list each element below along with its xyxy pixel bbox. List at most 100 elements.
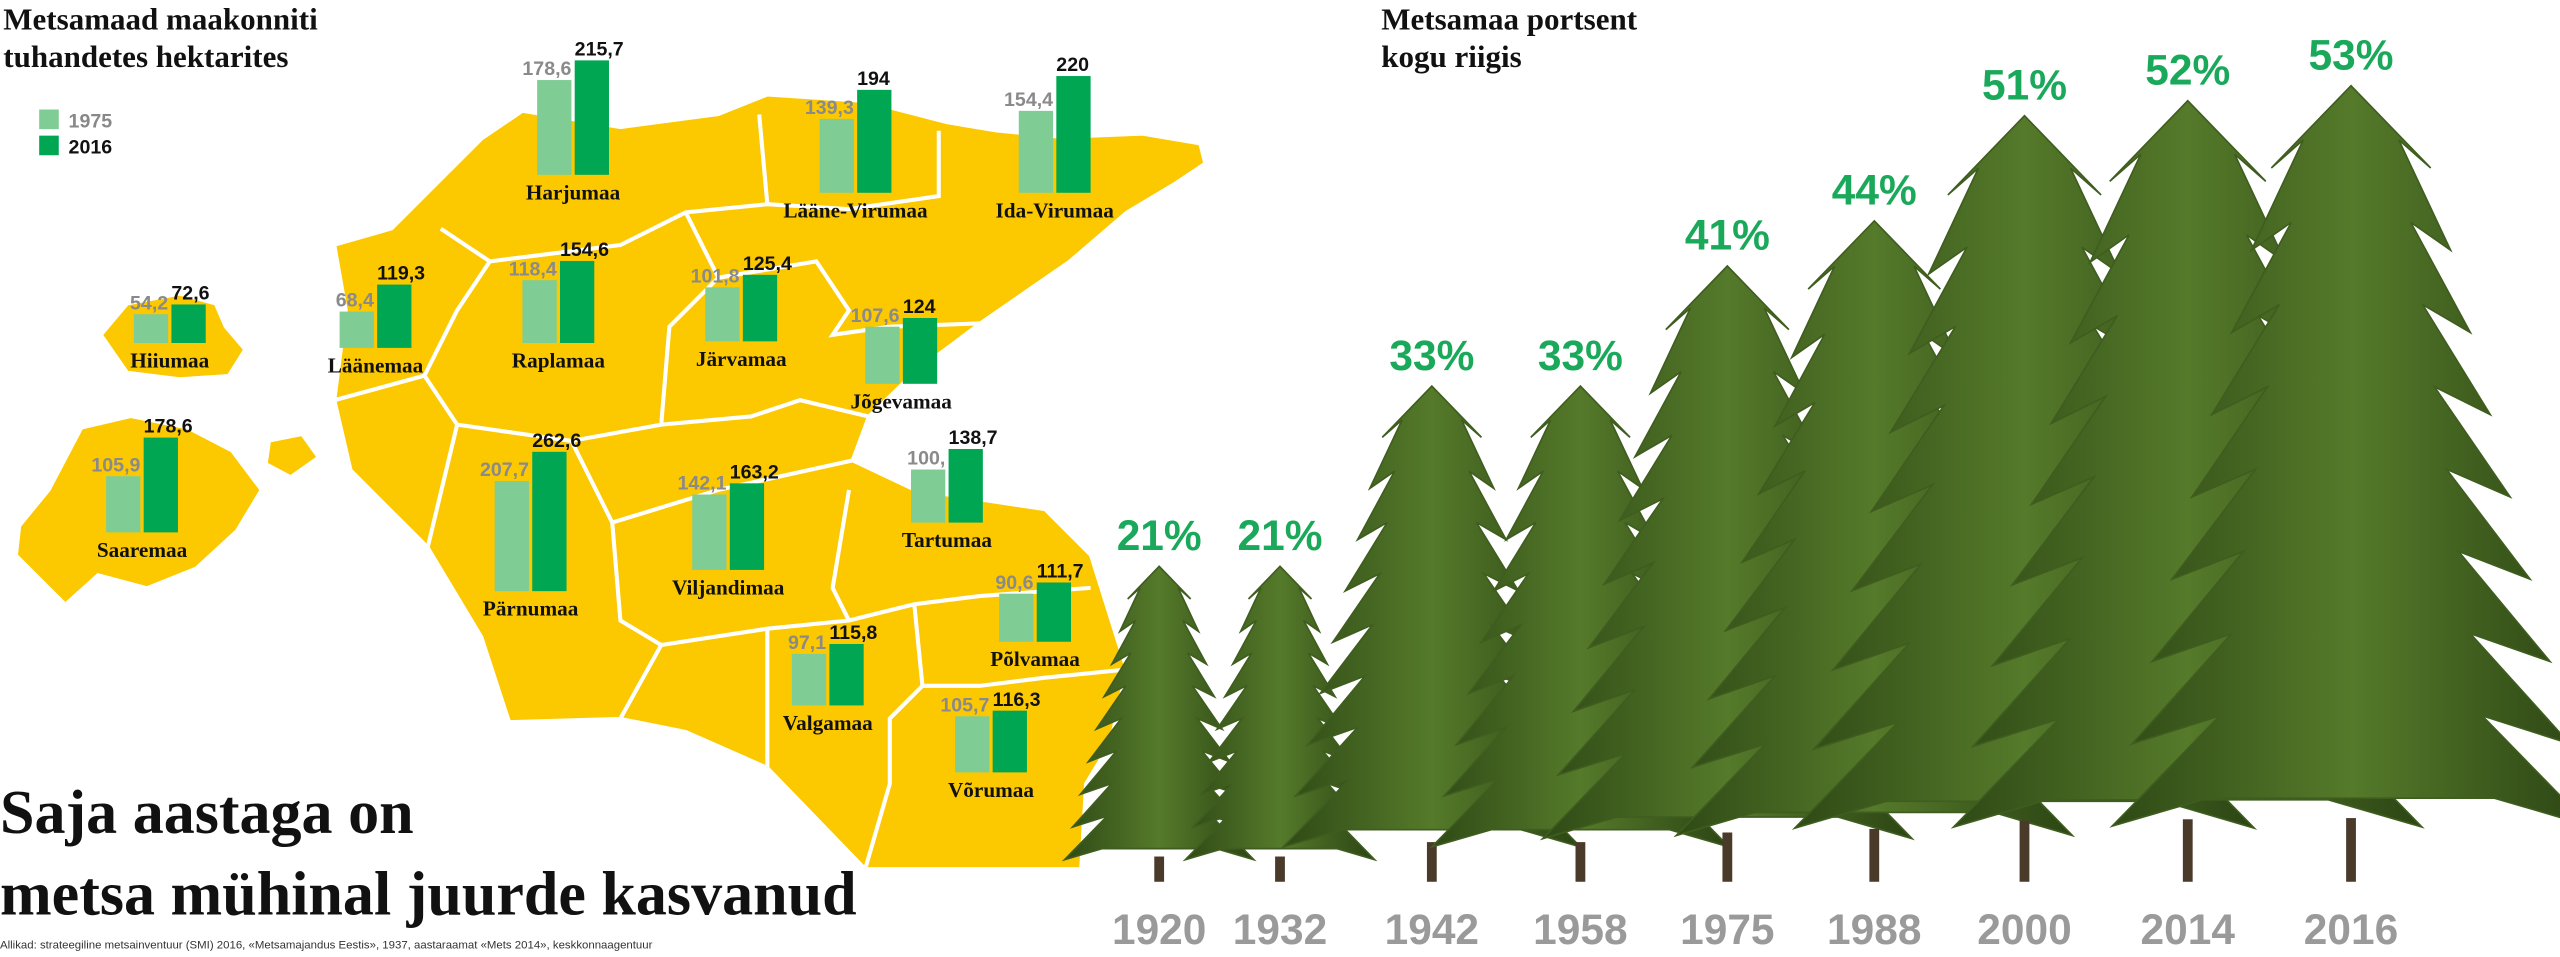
tree-trunk	[1722, 832, 1733, 882]
tree	[1061, 565, 1257, 862]
value-label: 105,9	[91, 454, 140, 476]
tree-trunk	[2346, 818, 2356, 882]
value-label: 139,3	[805, 97, 854, 119]
value-label: 101,8	[691, 265, 740, 287]
year-label: 2016	[2304, 906, 2398, 953]
percent-label: 51%	[1982, 61, 2067, 108]
percent-label: 53%	[2309, 31, 2394, 78]
tree-trunk	[1869, 828, 1880, 882]
value-label: 215,7	[575, 38, 624, 60]
bar	[742, 274, 778, 342]
value-label: 97,1	[788, 632, 826, 654]
bar	[1056, 76, 1091, 193]
year-label: 1920	[1112, 906, 1206, 953]
bar	[574, 60, 609, 175]
bar	[339, 311, 374, 348]
county-label: Ida-Virumaa	[996, 198, 1115, 222]
bar	[857, 89, 892, 193]
tree-trunk	[1154, 856, 1165, 882]
value-label: 54,2	[130, 292, 168, 314]
tree-trunk	[1275, 856, 1285, 882]
bar	[537, 80, 572, 175]
bar	[377, 284, 412, 348]
bar	[902, 318, 938, 384]
county-label: Jõgevamaa	[851, 389, 953, 413]
county-label: Tartumaa	[902, 528, 992, 552]
value-label: 111,7	[1037, 561, 1084, 583]
bar	[560, 260, 595, 343]
value-label: 119,3	[377, 263, 425, 285]
value-label: 115,8	[829, 622, 877, 644]
value-label: 207,7	[480, 459, 529, 481]
headline: metsa mühinal juurde kasvanud	[0, 860, 857, 928]
percent-label: 41%	[1685, 212, 1770, 259]
value-label: 124	[903, 296, 936, 318]
county-label: Läänemaa	[328, 353, 424, 377]
value-label: 178,6	[144, 416, 193, 438]
bar	[692, 494, 727, 570]
tree-trunk	[2019, 820, 2030, 882]
bar	[106, 476, 141, 533]
value-label: 163,2	[730, 461, 779, 483]
value-label: 194	[857, 68, 890, 90]
year-label: 1942	[1385, 906, 1479, 953]
percent-label: 21%	[1117, 512, 1202, 559]
county-label: Harjumaa	[526, 180, 621, 204]
bar	[948, 448, 983, 523]
value-label: 90,6	[995, 572, 1033, 594]
county-label: Põlvamaa	[990, 647, 1080, 671]
trees-title: Metsamaa portsent	[1381, 2, 1637, 37]
bar	[532, 451, 567, 592]
year-label: 1958	[1533, 906, 1627, 953]
bar	[1036, 582, 1072, 642]
percent-label: 44%	[1832, 167, 1917, 214]
county-borders	[334, 114, 1127, 870]
map-title: tuhandetes hektarites	[3, 39, 288, 74]
value-label: 68,4	[336, 290, 374, 312]
bar	[729, 483, 765, 570]
year-label: 1975	[1680, 906, 1774, 953]
percent-label: 33%	[1389, 332, 1474, 379]
value-label: 220	[1056, 54, 1089, 76]
bar	[791, 653, 827, 706]
year-label: 1988	[1827, 906, 1921, 953]
value-label: 262,6	[532, 430, 581, 452]
bar	[819, 118, 854, 193]
county-label: Valgamaa	[783, 711, 873, 735]
legend-swatch	[39, 109, 59, 130]
county-label: Saaremaa	[97, 538, 188, 562]
county-label: Hiiumaa	[130, 348, 209, 372]
trees-title: kogu riigis	[1381, 39, 1521, 74]
tree-trunk	[2182, 819, 2193, 882]
value-label: 107,6	[851, 305, 900, 327]
bar	[829, 643, 864, 706]
bar	[1018, 110, 1054, 193]
value-label: 100,	[907, 448, 945, 470]
county-label: Võrumaa	[948, 778, 1034, 802]
bar	[911, 469, 946, 523]
year-label: 2014	[2141, 906, 2236, 953]
value-label: 118,4	[509, 258, 557, 280]
value-label: 125,4	[743, 253, 792, 275]
headline: Saja aastaga on	[0, 779, 414, 847]
tree-trunk	[1426, 842, 1437, 882]
bar	[494, 480, 529, 592]
value-label: 105,7	[940, 694, 989, 716]
bar	[992, 710, 1027, 773]
bar	[705, 287, 740, 342]
tree	[2109, 84, 2560, 828]
value-label: 154,4	[1004, 89, 1053, 111]
bar	[143, 437, 178, 533]
value-label: 138,7	[949, 427, 998, 449]
legend-swatch	[39, 135, 59, 156]
bar	[955, 716, 990, 773]
value-label: 154,6	[560, 239, 609, 261]
value-label: 178,6	[522, 58, 571, 80]
year-label: 1932	[1233, 906, 1327, 953]
bar	[133, 314, 169, 343]
source: Allikad: strateegiline metsainventuur (S…	[0, 940, 653, 952]
county-label: Viljandimaa	[672, 575, 785, 599]
percent-label: 33%	[1538, 332, 1623, 379]
map-title: Metsamaad maakonniti	[3, 2, 318, 37]
